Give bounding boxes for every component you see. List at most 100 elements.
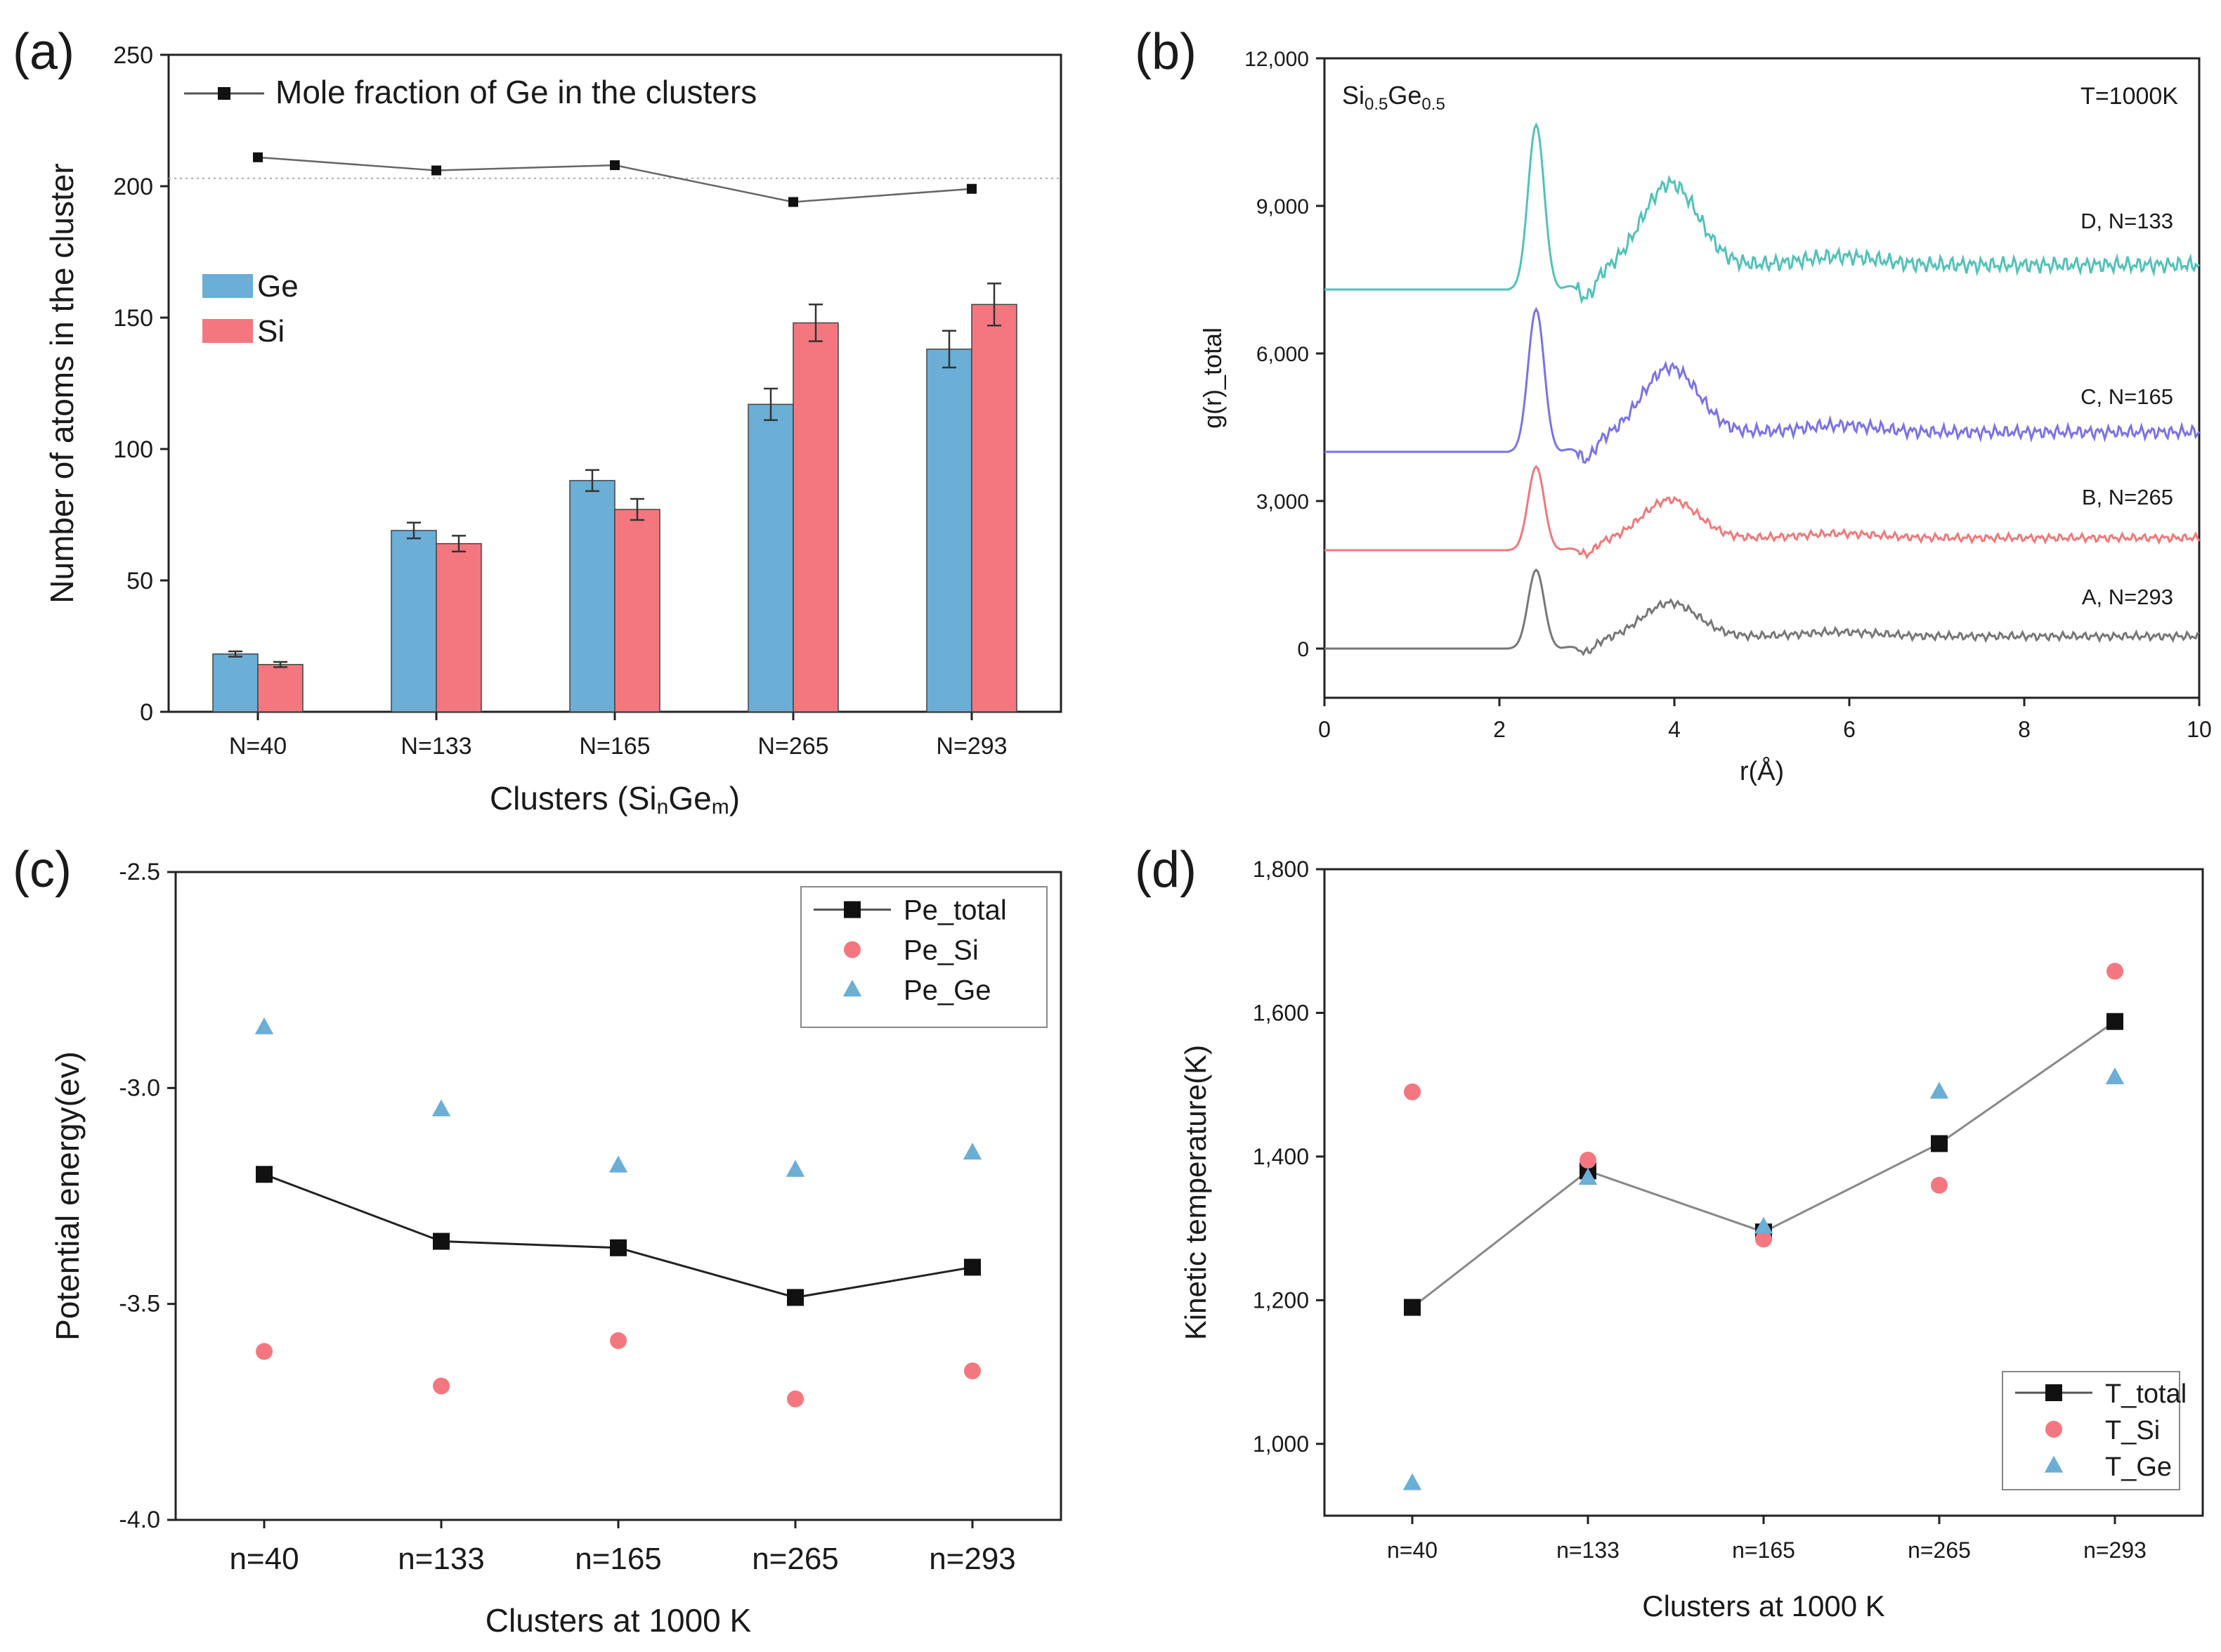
legend-marker-t-si [2045,1421,2062,1438]
y-tick-label: 150 [113,305,153,332]
curve-label-a: A, N=293 [2082,585,2173,609]
curve-label-c: C, N=165 [2080,384,2173,409]
point-t-total [1404,1299,1421,1316]
point-pe-total [256,1166,273,1183]
y-tick-label: 1,800 [1253,857,1309,882]
bar-si [257,663,304,713]
x-tick-label: 6 [1843,717,1856,742]
point-pe-total [787,1289,804,1306]
mole-fraction-point [610,160,620,171]
bar-si [971,304,1017,713]
panel-b-rdf-chart: (b) 0 3,000 6,000 9,000 12,000 0 2 4 6 8 10 A, N=293… [1135,24,2212,786]
legend-marker-pe-ge [842,980,862,997]
y-axis-title: Potential energy(ev) [49,1051,86,1341]
x-tick-label: n=165 [575,1542,662,1576]
y-tick-label: 1,600 [1253,1000,1309,1025]
y-axis-title: g(r)_total [1198,327,1227,429]
point-t-si [1580,1152,1596,1169]
y-tick-label: 1,200 [1253,1287,1309,1313]
curve-label-d: D, N=133 [2080,209,2173,233]
x-tick-label: n=265 [1908,1537,1971,1563]
bar-ge [748,403,794,713]
y-axis-title: Number of atoms in the cluster [44,163,80,603]
y-tick-label: 50 [126,568,153,594]
point-pe-ge [786,1159,805,1177]
x-tick-label: n=133 [398,1542,485,1576]
x-tick-label: 4 [1668,717,1681,742]
series-line-pe-total [263,1173,973,1299]
point-pe-ge [431,1099,451,1117]
point-t-ge [1929,1081,1949,1099]
point-pe-si [256,1343,273,1360]
x-tick-label: n=293 [2083,1537,2147,1563]
point-t-ge [1402,1473,1422,1490]
panel-b-composition-label: Si0.5Ge0.5 [1342,81,1445,114]
series-line-t-total [1412,1020,2116,1308]
point-t-si [1931,1176,1948,1194]
x-tick-label: N=293 [936,733,1007,760]
x-tick-label: N=133 [400,733,471,760]
panel-d-kinetic-temperature-chart: (d) 1,000 1,200 1,400 1,600 1,800 n=40 n=133 n=1… [1135,842,2204,1622]
x-tick-label: n=133 [1556,1537,1620,1563]
rdf-curve-d [1324,122,2201,305]
x-tick-label: n=293 [929,1542,1016,1576]
legend-label-t-total: T_total [2105,1379,2187,1409]
x-tick-label: N=165 [579,733,650,760]
point-pe-si [964,1362,981,1379]
y-tick-label: 100 [113,436,153,463]
x-axis-title: r(Å) [1740,755,1784,786]
y-tick-label: 6,000 [1256,343,1309,366]
point-t-si [1755,1230,1772,1248]
point-t-ge [2105,1067,2125,1085]
legend-label-t-ge: T_Ge [2105,1452,2172,1482]
y-tick-label: -3.0 [119,1074,160,1101]
y-tick-label: 1,400 [1253,1144,1309,1169]
x-axis-title: Clusters (SinGem) [490,780,740,819]
point-pe-total [433,1233,450,1250]
y-tick-label: -4.0 [119,1507,160,1533]
legend-swatch-ge [202,274,253,298]
x-tick-label: 8 [2018,717,2031,742]
y-tick-label: 0 [1297,638,1309,661]
legend-label-si: Si [257,314,285,349]
legend-marker-t-total [2045,1384,2062,1401]
legend-marker-pe-total [844,901,861,918]
point-t-total [1931,1135,1948,1152]
point-pe-si [433,1377,450,1395]
panel-a-bar-chart: (a) 0 50 100 150 200 250 N=40 N=133 N=165 N=265 N=2… [13,24,1062,819]
y-tick-label: 9,000 [1256,195,1309,219]
x-tick-label: n=40 [1387,1537,1438,1563]
y-tick-label: 250 [113,42,153,69]
x-tick-label: N=40 [229,733,287,760]
bar-ge [212,653,259,713]
point-t-ge [1754,1216,1773,1234]
point-pe-si [610,1332,627,1349]
x-tick-label: n=265 [752,1542,839,1576]
x-axis-title: Clusters at 1000 K [1642,1589,1885,1622]
y-tick-label: 12,000 [1244,48,1309,71]
y-tick-label: 0 [140,699,153,726]
rdf-curve-c [1324,306,2201,464]
bar-ge [926,349,972,713]
mole-fraction-point [967,183,977,194]
legend-marker-square [218,87,230,100]
bar-ge [391,530,437,713]
point-pe-ge [254,1017,274,1034]
y-tick-label: 1,000 [1253,1431,1309,1457]
legend-label-pe-ge: Pe_Ge [904,975,991,1006]
point-pe-total [964,1258,981,1276]
rdf-curve-a [1324,568,2200,656]
point-t-ge [1578,1168,1598,1185]
legend-marker-pe-si [844,941,861,958]
bar-si [793,322,839,713]
y-tick-label: 3,000 [1256,490,1309,514]
x-tick-label: n=165 [1732,1537,1795,1563]
panel-b-temperature-label: T=1000K [2080,83,2178,110]
y-tick-label: -3.5 [119,1291,160,1318]
bar-ge [569,480,616,713]
panel-a-label: (a) [13,24,74,80]
legend-swatch-si [202,319,253,343]
curve-label-b: B, N=265 [2082,485,2173,509]
mole-fraction-point [253,152,263,162]
panel-b-label: (b) [1135,24,1197,80]
